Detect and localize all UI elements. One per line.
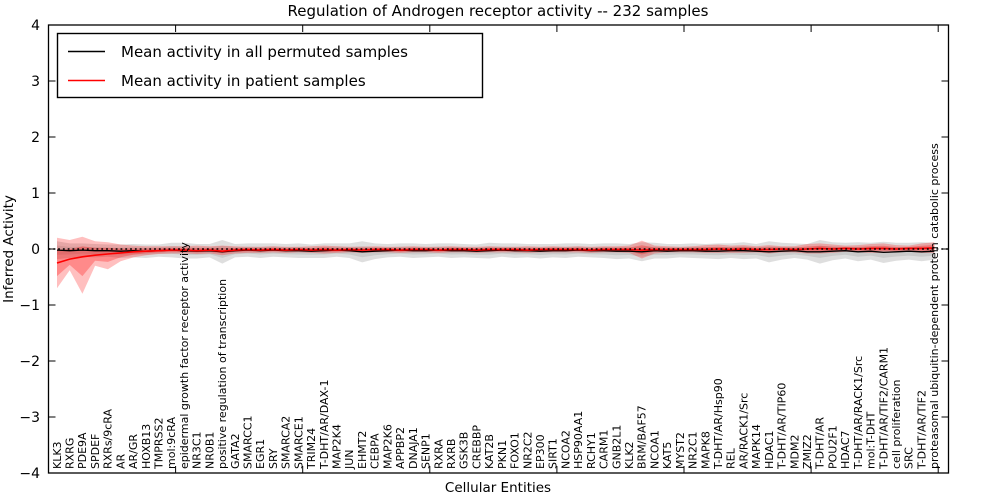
x-category-label: DNAJA1 bbox=[407, 427, 420, 469]
x-category-label: cell proliferation bbox=[890, 379, 903, 469]
x-category-label: SPDEF bbox=[89, 434, 102, 469]
x-category-label: SMARCE1 bbox=[292, 416, 305, 469]
y-tick-label: 0 bbox=[31, 242, 40, 258]
y-tick-label: 2 bbox=[31, 130, 40, 146]
x-category-label: CREBBP bbox=[470, 425, 483, 469]
x-category-label: EP300 bbox=[534, 434, 547, 469]
x-category-label: NR2C1 bbox=[687, 431, 700, 469]
x-category-label: epidermal growth factor receptor activit… bbox=[178, 242, 191, 469]
x-category-label: RXRs/9cRA bbox=[102, 408, 115, 469]
x-category-label: EGR1 bbox=[254, 439, 267, 469]
x-category-label: mol:9cRA bbox=[165, 417, 178, 469]
x-category-label: T-DHT/AR/Hsp90 bbox=[712, 378, 725, 470]
x-category-label: MAPK8 bbox=[699, 431, 712, 469]
x-category-label: SENP1 bbox=[420, 433, 433, 469]
x-category-label: SRY bbox=[267, 448, 280, 469]
y-tick-label: −4 bbox=[19, 466, 40, 482]
x-category-label: MAPK14 bbox=[750, 424, 763, 469]
x-category-label: PDE9A bbox=[76, 432, 89, 469]
x-category-label: NCOA1 bbox=[648, 430, 661, 469]
x-category-label: AR bbox=[114, 453, 127, 469]
x-category-label: JUN bbox=[343, 449, 356, 470]
x-category-label: T-DHT/AR/RACK1/Src bbox=[852, 356, 865, 470]
x-category-label: HDAC1 bbox=[763, 430, 776, 469]
x-category-label: KAT2B bbox=[483, 434, 496, 469]
x-category-label: PKN1 bbox=[496, 440, 509, 469]
series-lines bbox=[48, 247, 949, 264]
x-category-label: TMPRSS2 bbox=[153, 418, 166, 470]
x-category-label: T-DHT/AR bbox=[814, 417, 827, 470]
x-category-label: T-DHT/AR/TIF2 bbox=[915, 390, 928, 470]
y-tick-label: −1 bbox=[19, 298, 40, 314]
x-category-label: APPBP2 bbox=[394, 427, 407, 469]
x-category-label: REL bbox=[725, 447, 738, 469]
x-category-label: T-DHT/AR/TIF2/CARM1 bbox=[877, 347, 890, 470]
x-category-label: RXRB bbox=[445, 439, 458, 469]
x-category-label: RXRG bbox=[64, 438, 77, 469]
x-category-label: T-DHT/AR/DAX-1 bbox=[318, 380, 331, 470]
x-category-label: POU2F1 bbox=[826, 425, 839, 469]
x-category-label: SIRT1 bbox=[547, 438, 560, 469]
y-tick-label: 4 bbox=[31, 18, 40, 34]
x-category-label: TRIM24 bbox=[305, 428, 318, 470]
x-category-label: GNB2L1 bbox=[610, 425, 623, 469]
x-category-label: GATA2 bbox=[229, 433, 242, 469]
y-tick-label: −3 bbox=[19, 410, 40, 426]
x-category-label: BRM/BAF57 bbox=[636, 405, 649, 469]
x-category-label: MDM2 bbox=[788, 435, 801, 469]
x-category-label: NR2C2 bbox=[521, 431, 534, 469]
x-axis-title: Cellular Entities bbox=[445, 480, 551, 496]
x-category-label: T-DHT/AR/TIP60 bbox=[776, 383, 789, 470]
y-axis-title: Inferred Activity bbox=[1, 195, 17, 303]
x-category-labels: KLK3 RXRG PDE9A SPDEF RXRs/9cRA AR AR/GR HOXB13… bbox=[51, 143, 941, 470]
legend: Mean activity in all permuted samples Me… bbox=[56, 32, 484, 99]
x-category-label: proteasomal ubiquitin-dependent protein … bbox=[928, 143, 941, 469]
x-category-label: MYST2 bbox=[674, 432, 687, 469]
x-category-label: HDAC7 bbox=[839, 430, 852, 469]
x-category-label: NR0B1 bbox=[203, 432, 216, 469]
x-category-label: MAP2K4 bbox=[331, 424, 344, 469]
y-tick-labels: 4 3 2 1 0 −1 −2 −3 −4 bbox=[19, 18, 40, 482]
x-category-label: SMARCA2 bbox=[280, 416, 293, 469]
x-category-label: RCHY1 bbox=[585, 432, 598, 469]
x-category-label: EHMT2 bbox=[356, 431, 369, 469]
axes bbox=[47, 24, 950, 474]
x-category-label: AR/GR bbox=[127, 434, 140, 469]
x-category-label: NCOA2 bbox=[559, 430, 572, 469]
x-category-label: KLK2 bbox=[623, 441, 636, 469]
x-category-label: CEBPA bbox=[369, 433, 382, 469]
permuted-band-outer bbox=[57, 240, 935, 264]
x-category-label: KLK3 bbox=[51, 441, 64, 469]
y-tick-label: −2 bbox=[19, 354, 40, 370]
legend-label-patient: Mean activity in patient samples bbox=[121, 72, 366, 90]
x-category-label: ZMIZ2 bbox=[801, 434, 814, 469]
y-tick-label: 1 bbox=[31, 186, 40, 202]
x-category-label: MAP2K6 bbox=[381, 424, 394, 469]
x-category-label: KAT5 bbox=[661, 442, 674, 469]
x-category-label: RXRA bbox=[432, 439, 445, 469]
chart-title: Regulation of Androgen receptor activity… bbox=[288, 2, 709, 20]
x-category-label: mol:T-DHT bbox=[865, 411, 878, 469]
x-category-label: AR/RACK1/Src bbox=[737, 393, 750, 469]
x-category-label: HSP90AA1 bbox=[572, 411, 585, 469]
x-category-label: positive regulation of transcription bbox=[216, 279, 229, 469]
x-category-label: FOXO1 bbox=[509, 432, 522, 469]
legend-box bbox=[56, 32, 484, 99]
x-category-label: HOXB13 bbox=[140, 424, 153, 469]
x-category-label: NR3C1 bbox=[191, 431, 204, 469]
x-category-label: CARM1 bbox=[598, 430, 611, 469]
x-category-label: SMARCC1 bbox=[242, 416, 255, 469]
legend-label-permuted: Mean activity in all permuted samples bbox=[121, 43, 408, 61]
x-category-label: GSK3B bbox=[458, 432, 471, 469]
x-category-label: SRC bbox=[903, 447, 916, 469]
y-tick-label: 3 bbox=[31, 74, 40, 90]
